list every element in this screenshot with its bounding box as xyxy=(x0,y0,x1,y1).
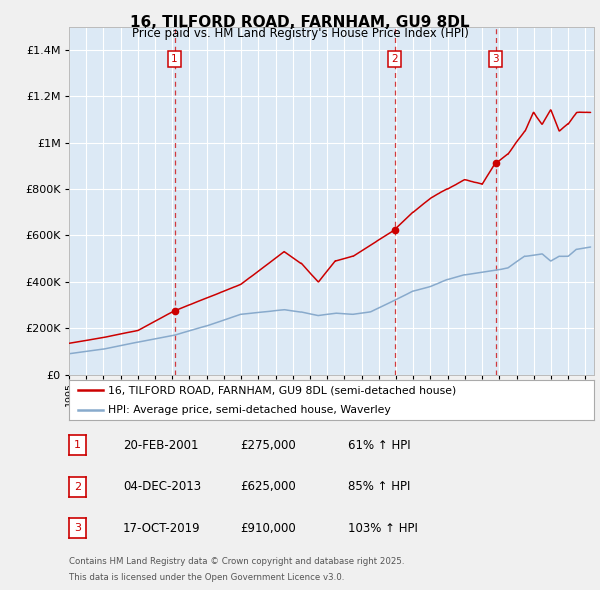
Text: 04-DEC-2013: 04-DEC-2013 xyxy=(123,480,201,493)
Text: 103% ↑ HPI: 103% ↑ HPI xyxy=(348,522,418,535)
Text: 3: 3 xyxy=(493,54,499,64)
Text: This data is licensed under the Open Government Licence v3.0.: This data is licensed under the Open Gov… xyxy=(69,573,344,582)
Text: 16, TILFORD ROAD, FARNHAM, GU9 8DL: 16, TILFORD ROAD, FARNHAM, GU9 8DL xyxy=(130,15,470,30)
Text: 1: 1 xyxy=(171,54,178,64)
Text: 16, TILFORD ROAD, FARNHAM, GU9 8DL (semi-detached house): 16, TILFORD ROAD, FARNHAM, GU9 8DL (semi… xyxy=(109,385,457,395)
Text: 2: 2 xyxy=(74,482,81,491)
Text: 61% ↑ HPI: 61% ↑ HPI xyxy=(348,439,410,452)
Text: 85% ↑ HPI: 85% ↑ HPI xyxy=(348,480,410,493)
Text: Contains HM Land Registry data © Crown copyright and database right 2025.: Contains HM Land Registry data © Crown c… xyxy=(69,558,404,566)
Text: 1: 1 xyxy=(74,441,81,450)
Text: 20-FEB-2001: 20-FEB-2001 xyxy=(123,439,199,452)
Text: Price paid vs. HM Land Registry's House Price Index (HPI): Price paid vs. HM Land Registry's House … xyxy=(131,27,469,40)
Text: £625,000: £625,000 xyxy=(240,480,296,493)
Text: HPI: Average price, semi-detached house, Waverley: HPI: Average price, semi-detached house,… xyxy=(109,405,391,415)
Text: 17-OCT-2019: 17-OCT-2019 xyxy=(123,522,200,535)
Text: 2: 2 xyxy=(391,54,398,64)
Text: 3: 3 xyxy=(74,523,81,533)
Text: £910,000: £910,000 xyxy=(240,522,296,535)
Text: £275,000: £275,000 xyxy=(240,439,296,452)
